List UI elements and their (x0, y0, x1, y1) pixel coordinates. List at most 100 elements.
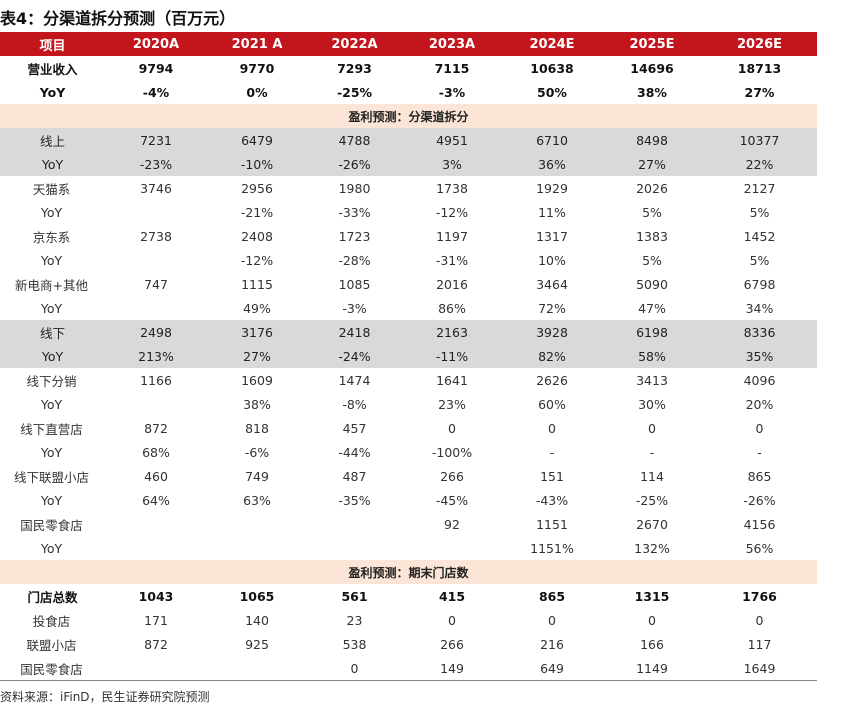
table-cell: -26% (743, 492, 776, 508)
table-cell: 0 (548, 420, 556, 436)
row-label: YoY (40, 444, 63, 460)
table-row: YoY -21% -33% -12% 11% 5% 5% (0, 200, 817, 224)
table-cell: 2956 (241, 180, 273, 196)
table-cell: 216 (540, 636, 564, 652)
section-row: 盈利预测：期末门店数 (0, 560, 817, 584)
table-cell (105, 200, 207, 224)
table-row: YoY 64% 63% -35% -45% -43% -25% -26% (0, 488, 817, 512)
table-row: YoY 1151% 132% 56% (0, 536, 817, 560)
table-cell: 1317 (536, 228, 568, 244)
row-label: 线下分销 (26, 373, 77, 389)
table-cell: 2016 (436, 276, 468, 292)
table-cell: 50% (537, 84, 567, 100)
table-cell: 460 (144, 468, 168, 484)
table-cell: 865 (747, 468, 772, 484)
table-cell: 0 (448, 420, 456, 436)
table-cell: 4788 (307, 128, 402, 152)
table-cell: -12% (240, 252, 274, 268)
source-note: 资料来源：iFinD，民生证券研究院预测 (0, 690, 210, 704)
row-label: YoY (40, 492, 63, 508)
table-cell: 561 (341, 588, 368, 604)
table-row: 线下直营店 872 818 457 0 0 0 0 (0, 416, 817, 440)
row-label: 门店总数 (27, 589, 78, 605)
table-title: 表4：分渠道拆分预测（百万元） (0, 9, 236, 28)
table-cell: 2738 (140, 228, 172, 244)
table-row: 京东系 2738 2408 1723 1197 1317 1383 1452 (0, 224, 817, 248)
table-row: YoY 38% -8% 23% 60% 30% 20% (0, 392, 817, 416)
table-row: YoY 213% 27% -24% -11% 82% 58% 35% (0, 344, 817, 368)
table-cell: 30% (638, 396, 666, 412)
table-cell: -31% (435, 252, 469, 268)
table-cell: 1043 (138, 588, 174, 604)
table-cell: 415 (438, 588, 466, 604)
section-label: 盈利预测：期末门店数 (0, 560, 817, 584)
table-cell: 72% (538, 300, 566, 316)
table-cell: 140 (245, 612, 269, 628)
table-cell: 8498 (602, 128, 702, 152)
table-cell: 60% (538, 396, 566, 412)
table-cell: -25% (336, 84, 373, 100)
table-cell: 6479 (207, 128, 307, 152)
table-cell: 3464 (536, 276, 568, 292)
table-cell: 266 (440, 636, 464, 652)
table-cell: -3% (438, 84, 466, 100)
table-cell: 27% (602, 152, 702, 176)
table-cell: -12% (435, 204, 469, 220)
table-cell: 49% (243, 300, 271, 316)
header-year: 2021 A (207, 32, 307, 56)
table-cell: -25% (635, 492, 669, 508)
row-label: 线上 (0, 128, 105, 152)
row-label: 国民零食店 (0, 656, 105, 681)
table-cell: 38% (243, 396, 271, 412)
table-cell: 36% (502, 152, 602, 176)
header-year: 2022A (307, 32, 402, 56)
table-cell: 92 (444, 516, 460, 532)
table-cell (105, 296, 207, 320)
row-label: 新电商+其他 (15, 277, 88, 293)
table-cell: 3746 (140, 180, 172, 196)
table-cell: 0 (648, 420, 656, 436)
table-cell (207, 656, 307, 681)
table-cell: 9770 (239, 60, 275, 76)
table-cell: 151 (540, 468, 564, 484)
table-cell: 2626 (536, 372, 568, 388)
row-label: 线下直营店 (20, 421, 83, 437)
row-label: 国民零食店 (20, 517, 83, 533)
table-cell: 47% (638, 300, 666, 316)
table-cell: 171 (144, 612, 168, 628)
table-cell: 1151% (530, 540, 574, 556)
table-row: 投食店 171 140 23 0 0 0 0 (0, 608, 817, 632)
row-label: 线下联盟小店 (13, 469, 89, 485)
table-cell: 1452 (743, 228, 776, 244)
table-cell: 2127 (743, 180, 776, 196)
table-cell: 1383 (636, 228, 668, 244)
table-cell: 1085 (338, 276, 371, 292)
table-cell: -33% (338, 204, 371, 220)
table-cell: 7293 (337, 60, 372, 76)
table-cell: 266 (440, 468, 464, 484)
table-cell: 649 (502, 656, 602, 681)
table-cell: -8% (342, 396, 367, 412)
table-cell: 117 (747, 636, 772, 652)
table-cell: -24% (307, 344, 402, 368)
table-cell: - (549, 444, 555, 460)
section-row: 盈利预测：分渠道拆分 (0, 104, 817, 128)
table-cell: 538 (342, 636, 367, 652)
table-row: YoY -23% -10% -26% 3% 36% 27% 22% (0, 152, 817, 176)
table-cell: 1474 (338, 372, 371, 388)
table-cell: 872 (144, 420, 168, 436)
table-cell: 5% (642, 252, 662, 268)
table-cell: - (757, 444, 762, 460)
table-cell: 20% (745, 396, 774, 412)
table-cell: 2163 (402, 320, 502, 344)
table-cell: 213% (105, 344, 207, 368)
table-cell: 2408 (241, 228, 273, 244)
table-cell: 10% (538, 252, 566, 268)
table-cell: -44% (338, 444, 371, 460)
table-row: 线下 2498 3176 2418 2163 3928 6198 8336 (0, 320, 817, 344)
table-cell: 818 (245, 420, 269, 436)
table-cell: 1115 (241, 276, 273, 292)
table-cell: -6% (244, 444, 270, 460)
table-row: 营业收入 9794 9770 7293 7115 10638 14696 18713 (0, 56, 817, 80)
table-cell: 58% (602, 344, 702, 368)
